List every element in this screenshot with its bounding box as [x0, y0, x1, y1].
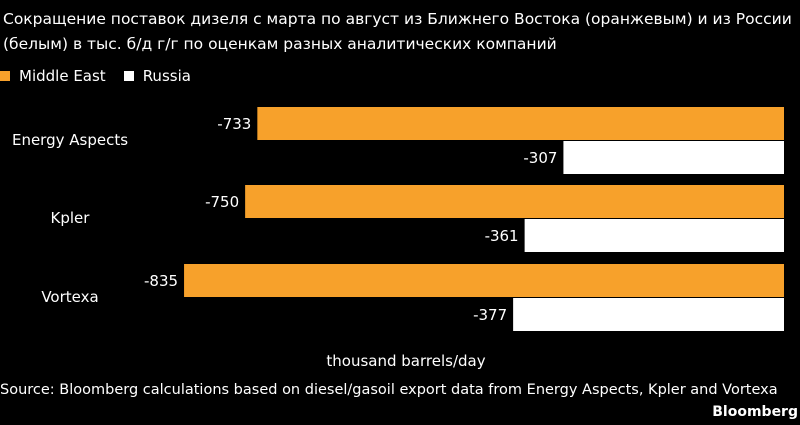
data-label: -750	[205, 193, 239, 211]
bar-middle-east	[245, 185, 784, 218]
category-label: Kpler	[51, 209, 91, 227]
bar-russia	[524, 219, 784, 252]
x-axis-label: thousand barrels/day	[326, 352, 485, 370]
data-label: -733	[217, 115, 251, 133]
bar-russia	[513, 298, 784, 331]
data-label: -377	[473, 306, 507, 324]
data-label: -307	[523, 149, 557, 167]
bar-middle-east	[184, 264, 785, 297]
source-note: Source: Bloomberg calculations based on …	[0, 382, 778, 398]
category-label: Vortexa	[41, 288, 98, 306]
bar-middle-east	[257, 107, 785, 140]
legend-item-russia: Russia	[123, 67, 191, 85]
legend-item-middle-east: Middle East	[0, 67, 106, 85]
legend-label-russia: Russia	[142, 67, 191, 85]
legend: Middle East Russia	[0, 66, 209, 86]
legend-label-middle-east: Middle East	[19, 67, 106, 85]
data-label: -835	[144, 272, 178, 290]
category-label: Energy Aspects	[12, 131, 128, 149]
chart-title: Сокращение поставок дизеля с марта по ав…	[3, 10, 792, 53]
legend-swatch-russia	[123, 71, 134, 81]
legend-swatch-middle-east	[0, 71, 10, 81]
brand-logo-text: Bloomberg	[712, 404, 798, 420]
data-label: -361	[485, 227, 519, 245]
bar-russia	[563, 141, 784, 174]
